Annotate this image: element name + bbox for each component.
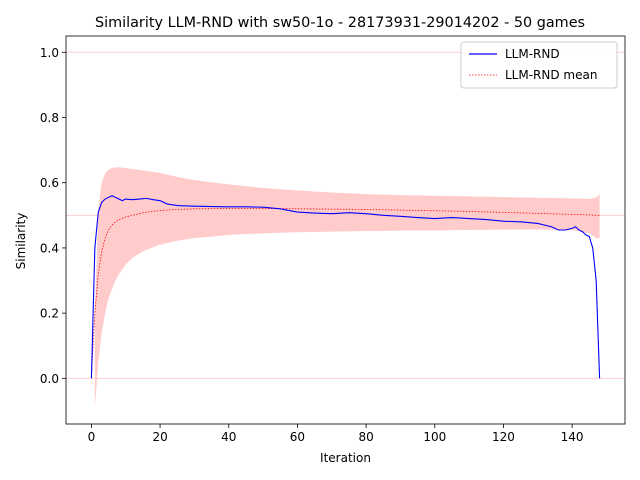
x-tick-label: 20 [152, 430, 167, 444]
y-tick-label: 0.2 [40, 307, 59, 321]
x-axis-title: Iteration [320, 451, 371, 465]
y-tick-label: 0.8 [40, 111, 59, 125]
x-tick-label: 120 [492, 430, 515, 444]
axes-frame [65, 35, 626, 425]
x-tick-label: 100 [423, 430, 446, 444]
series-line-llm-rnd-mean [91, 208, 600, 379]
y-tick-label: 0.0 [40, 372, 59, 386]
y-axis-title: Similarity [14, 213, 28, 270]
x-tick-label: 140 [561, 430, 584, 444]
legend-label-llm-rnd: LLM-RND [505, 47, 560, 61]
y-tick-label: 1.0 [40, 46, 59, 60]
x-tick-label: 40 [221, 430, 236, 444]
x-tick-label: 0 [88, 430, 96, 444]
x-tick-label: 60 [290, 430, 305, 444]
plot-content [66, 51, 625, 408]
legend-label-llm-rnd-mean: LLM-RND mean [505, 68, 597, 82]
legend-box [460, 41, 618, 89]
legend: LLM-RND LLM-RND mean [460, 41, 618, 89]
plot-area: 0 20 40 60 80 100 120 140 0.0 0.2 0.4 0.6 0.8 1.0 [40, 35, 626, 444]
x-tick-label: 80 [358, 430, 373, 444]
confidence-band [94, 167, 600, 408]
y-tick-label: 0.4 [40, 241, 59, 255]
series-line-llm-rnd [90, 195, 601, 379]
y-tick-label: 0.6 [40, 176, 59, 190]
chart-title: Similarity LLM-RND with sw50-1o - 281739… [95, 15, 585, 31]
